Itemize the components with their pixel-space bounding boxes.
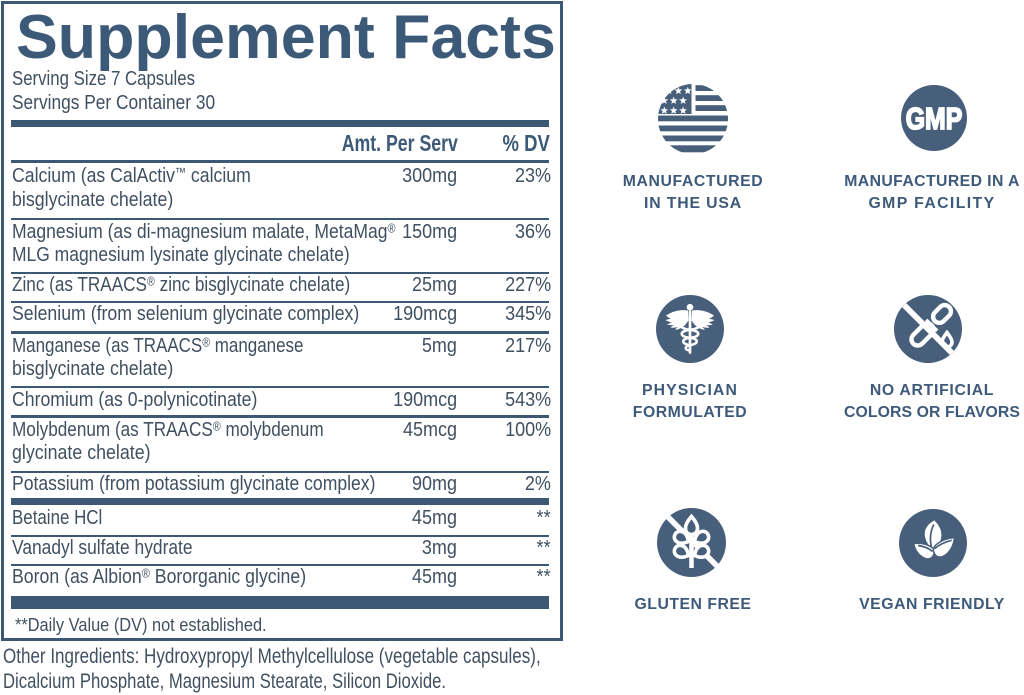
svg-text:GMP: GMP	[906, 101, 963, 136]
